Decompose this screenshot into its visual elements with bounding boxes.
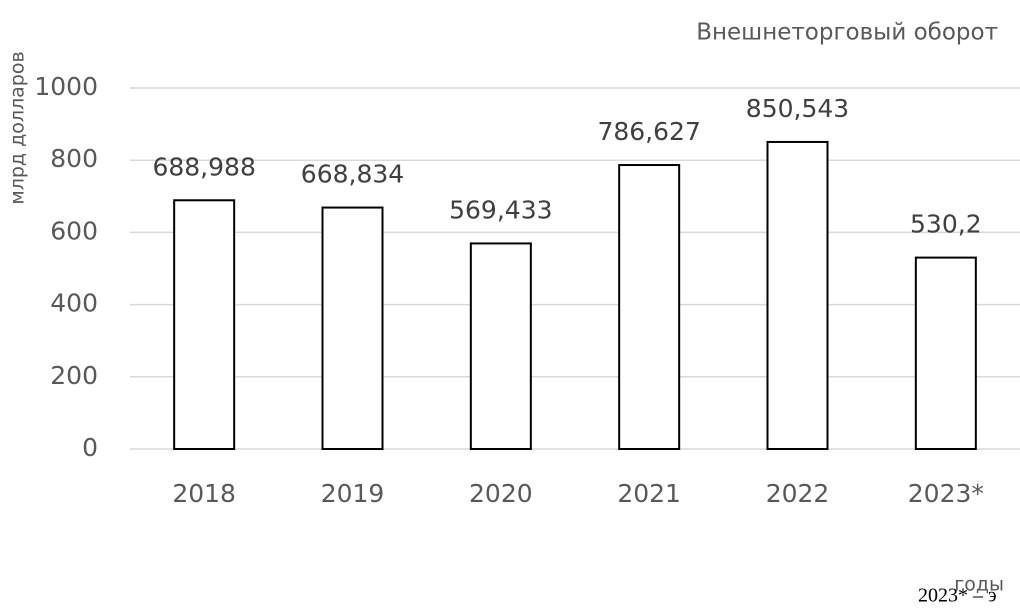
data-label: 569,433 — [449, 195, 552, 224]
data-label: 668,834 — [301, 160, 404, 189]
data-label: 688,988 — [152, 152, 255, 181]
data-label: 786,627 — [597, 117, 700, 146]
data-label: 850,543 — [746, 94, 849, 123]
x-tick-label: 2019 — [321, 479, 385, 508]
x-tick-label: 2022 — [766, 479, 830, 508]
y-axis-label: млрд долларов — [7, 51, 29, 204]
bar — [914, 256, 977, 451]
bar — [469, 242, 532, 450]
footnote: 2023* – э — [918, 585, 997, 607]
y-tick-label: 200 — [50, 361, 98, 390]
x-tick-label: 2020 — [469, 479, 533, 508]
x-tick-label: 2021 — [617, 479, 681, 508]
y-tick-label: 1000 — [34, 72, 98, 101]
y-tick-label: 400 — [50, 289, 98, 318]
chart-title: Внешнеторговый оборот — [696, 20, 998, 46]
x-axis-label: годы — [954, 574, 1004, 596]
bar — [173, 199, 236, 450]
y-tick-label: 800 — [50, 144, 98, 173]
y-tick-label: 0 — [82, 433, 98, 462]
bar — [618, 164, 681, 450]
y-tick-label: 600 — [50, 216, 98, 245]
x-tick-label: 2023* — [908, 479, 984, 508]
x-tick-label: 2018 — [172, 479, 236, 508]
bar — [321, 206, 384, 450]
bar — [766, 140, 829, 450]
data-label: 530,2 — [910, 210, 982, 239]
